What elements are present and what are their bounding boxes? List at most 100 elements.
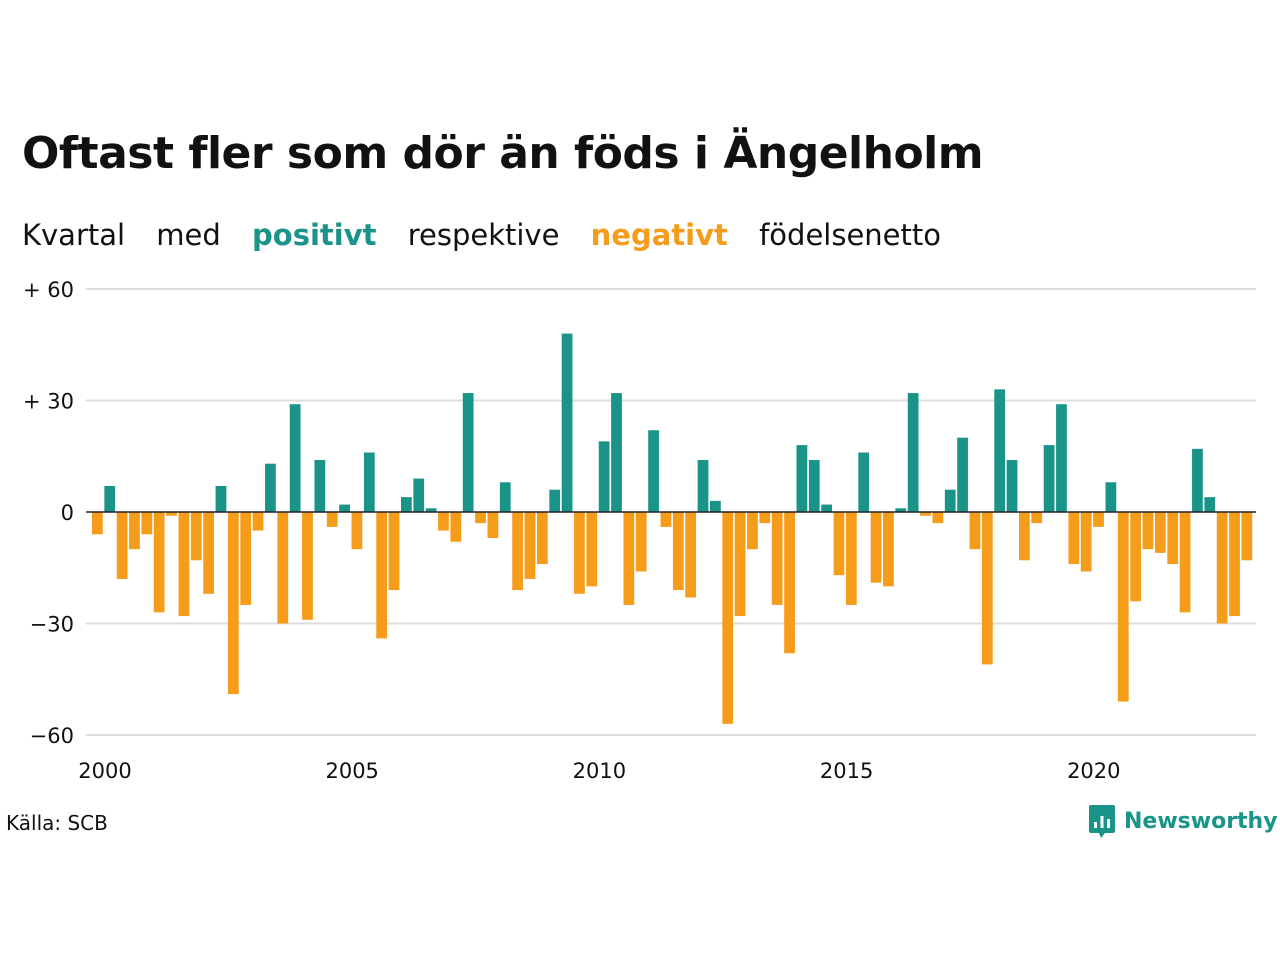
x-tick-label: 2005 <box>325 759 378 783</box>
bar-negative <box>524 512 536 579</box>
bar-negative <box>116 512 128 579</box>
bar-negative <box>1031 512 1043 524</box>
bar-positive <box>104 485 116 512</box>
bar-positive <box>413 478 425 512</box>
bar-negative <box>574 512 585 594</box>
bar-negative <box>190 512 202 561</box>
bar-negative <box>178 512 190 617</box>
chart-subtitle: Kvartal med positivt respektive negativt… <box>22 218 963 252</box>
bar-positive <box>462 393 474 512</box>
bar-negative <box>920 512 931 516</box>
subtitle-text-3: respektive <box>407 218 560 252</box>
bar-negative <box>833 512 845 576</box>
bar-negative <box>623 512 635 605</box>
negative-legend-label: negativt <box>590 218 728 252</box>
bar-positive <box>611 393 622 512</box>
bar-negative <box>771 512 783 605</box>
bar-positive <box>1043 445 1055 512</box>
bar-negative <box>240 512 252 605</box>
bar-positive <box>808 459 820 512</box>
bar-negative <box>450 512 462 542</box>
bar-negative <box>536 512 548 565</box>
y-tick-label: + 30 <box>23 390 74 414</box>
bar-negative <box>784 512 795 654</box>
bar-negative <box>203 512 214 594</box>
bar-negative <box>981 512 993 665</box>
x-tick-label: 2010 <box>573 759 626 783</box>
bar-positive <box>265 463 276 512</box>
bar-negative <box>1093 512 1104 527</box>
bar-negative <box>722 512 734 724</box>
bar-negative <box>883 512 894 587</box>
bar-negative <box>326 512 338 527</box>
newsworthy-logo-icon <box>1089 805 1115 838</box>
bar-negative <box>1229 512 1240 617</box>
bar-negative <box>685 512 697 598</box>
bar-negative <box>153 512 165 613</box>
bar-negative <box>759 512 771 524</box>
bar-positive <box>648 430 659 512</box>
bar-negative <box>252 512 264 531</box>
bar-negative <box>734 512 746 617</box>
bar-positive <box>1006 459 1018 512</box>
bar-negative <box>512 512 523 591</box>
bar-positive <box>957 437 968 512</box>
bar-negative <box>438 512 449 531</box>
chart-title: Oftast fler som dör än föds i Ängelholm <box>22 128 984 179</box>
bar-negative <box>870 512 882 583</box>
bar-positive <box>994 389 1006 512</box>
y-tick-label: −30 <box>30 613 74 637</box>
bar-negative <box>845 512 857 605</box>
bar-positive <box>561 333 573 512</box>
subtitle-text-2: med <box>156 218 221 252</box>
bar-negative <box>1167 512 1179 565</box>
bar-negative <box>351 512 363 550</box>
bar-positive <box>425 508 437 512</box>
bar-positive <box>289 404 301 512</box>
bar-positive <box>598 441 610 512</box>
bar-negative <box>586 512 598 587</box>
bar-negative <box>92 512 103 535</box>
bar-negative <box>932 512 944 524</box>
source-note: Källa: SCB <box>6 811 108 835</box>
positive-legend-label: positivt <box>252 218 377 252</box>
bar-negative <box>166 512 177 516</box>
bar-negative <box>141 512 153 535</box>
bar-negative <box>635 512 647 572</box>
bar-positive <box>215 485 227 512</box>
bar-positive <box>499 482 511 512</box>
bar-positive <box>944 489 956 512</box>
bar-negative <box>1154 512 1166 553</box>
bar-negative <box>475 512 486 524</box>
bar-negative <box>1068 512 1080 565</box>
bar-negative <box>376 512 388 639</box>
bar-positive <box>907 393 919 512</box>
bar-negative <box>1241 512 1253 561</box>
bar-positive <box>821 504 832 512</box>
bar-negative <box>1142 512 1154 550</box>
x-tick-label: 2000 <box>78 759 131 783</box>
bar-negative <box>1080 512 1092 572</box>
bar-positive <box>549 489 561 512</box>
bar-positive <box>796 445 808 512</box>
bar-negative <box>227 512 239 695</box>
bar-positive <box>710 500 721 512</box>
bar-positive <box>1204 497 1216 512</box>
bar-negative <box>660 512 672 527</box>
bar-positive <box>858 452 870 512</box>
x-tick-label: 2015 <box>820 759 873 783</box>
y-tick-label: 0 <box>61 501 74 525</box>
bar-positive <box>1105 482 1117 512</box>
bar-negative <box>388 512 400 591</box>
subtitle-text-4: födelsenetto <box>759 218 941 252</box>
x-tick-label: 2020 <box>1067 759 1120 783</box>
bar-negative <box>1019 512 1030 561</box>
bar-positive <box>314 459 326 512</box>
bar-negative <box>487 512 499 539</box>
bar-negative <box>277 512 289 624</box>
bar-negative <box>672 512 684 591</box>
bar-positive <box>895 508 907 512</box>
bar-negative <box>969 512 981 550</box>
bar-positive <box>1056 404 1067 512</box>
